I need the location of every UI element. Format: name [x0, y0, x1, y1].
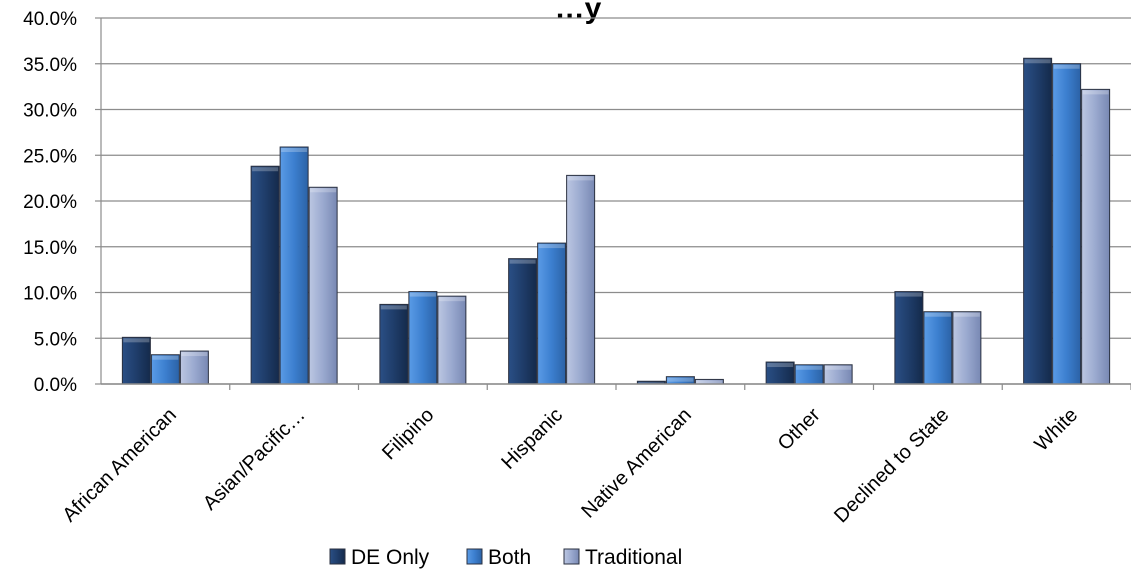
bar — [308, 186, 338, 385]
y-tick-label: 35.0% — [23, 55, 77, 76]
y-tick-label: 0.0% — [34, 375, 77, 396]
bar — [823, 364, 853, 385]
bar-bevel — [895, 292, 922, 297]
bar-bevel — [1053, 64, 1080, 69]
x-tick-label: Hispanic — [497, 404, 567, 474]
bar — [1023, 57, 1053, 385]
bar-body — [952, 311, 982, 385]
legend: DE Only Both Traditional — [329, 546, 682, 569]
bar-body — [508, 258, 538, 385]
bar — [150, 354, 180, 385]
x-tick-label: African American — [58, 404, 180, 526]
y-tick-label: 10.0% — [23, 284, 77, 305]
bar-body — [179, 350, 209, 385]
bar-bevel — [152, 355, 179, 360]
bars — [121, 57, 1111, 385]
bar-bevel — [667, 377, 694, 382]
chart-title: …y — [555, 0, 602, 25]
bar — [408, 291, 438, 385]
bar-bevel — [696, 380, 723, 385]
bar — [566, 174, 596, 385]
bar — [665, 376, 695, 385]
bar-bevel — [538, 244, 565, 249]
bar — [537, 242, 567, 385]
bar — [1081, 88, 1111, 385]
y-tick-label: 25.0% — [23, 146, 77, 167]
bar — [437, 295, 467, 385]
bar — [121, 336, 151, 385]
bar-bevel — [567, 176, 594, 181]
y-tick-label: 20.0% — [23, 192, 77, 213]
bar — [894, 291, 924, 385]
bar-bevel — [181, 352, 208, 357]
bar-bevel — [1024, 59, 1051, 64]
bar-bevel — [252, 167, 279, 172]
bar-bevel — [438, 297, 465, 302]
bar-bevel — [1082, 90, 1109, 95]
bar — [794, 364, 824, 385]
y-tick-label: 5.0% — [34, 329, 77, 350]
bar-body — [279, 146, 309, 385]
bar — [379, 303, 409, 385]
bar — [179, 350, 209, 385]
bar-bevel — [310, 188, 337, 193]
bar — [765, 361, 795, 385]
x-tick-label: Asian/Pacific… — [199, 404, 310, 515]
bar-body — [566, 174, 596, 385]
y-axis: 0.0% 5.0% 10.0% 15.0% 20.0% 25.0% 30.0% 35.0% 40… — [23, 9, 102, 396]
legend-label: DE Only — [351, 546, 430, 569]
bar-body — [250, 165, 280, 385]
bar-body — [1081, 88, 1111, 385]
legend-swatch — [563, 548, 580, 565]
legend-swatch — [466, 548, 483, 565]
legend-item: DE Only — [329, 546, 430, 569]
bar-bevel — [380, 305, 407, 310]
bar-body — [379, 303, 409, 385]
bar — [279, 146, 309, 385]
x-tick-label: Native American — [577, 404, 696, 523]
bar-body — [537, 242, 567, 385]
y-tick-label: 15.0% — [23, 238, 77, 259]
bar-bevel — [281, 148, 308, 153]
legend-label: Both — [488, 546, 531, 569]
legend-item: Both — [466, 546, 531, 569]
bar-bevel — [767, 363, 794, 368]
bar-bevel — [796, 365, 823, 370]
bar-body — [121, 336, 151, 385]
x-axis: African American Asian/Pacific… Filipino Hi… — [58, 383, 1131, 527]
legend-label: Traditional — [585, 546, 682, 569]
bar-bevel — [825, 365, 852, 370]
bar-bevel — [509, 259, 536, 264]
bar — [508, 258, 538, 385]
bar-body — [894, 291, 924, 385]
legend-item: Traditional — [563, 546, 682, 569]
bar-body — [308, 186, 338, 385]
bar-body — [1023, 57, 1053, 385]
y-tick-label: 40.0% — [23, 9, 77, 30]
y-tick-label: 30.0% — [23, 101, 77, 122]
bar-body — [437, 295, 467, 385]
legend-swatch — [329, 548, 346, 565]
x-tick-label: Declined to State — [830, 404, 953, 527]
bar — [1052, 63, 1082, 385]
bar-bevel — [924, 312, 951, 317]
x-tick-label: Other — [774, 404, 825, 455]
bar — [923, 311, 953, 385]
bar — [952, 311, 982, 385]
x-tick-label: White — [1030, 404, 1082, 456]
bar-bevel — [953, 312, 980, 317]
bar-body — [408, 291, 438, 385]
bar — [250, 165, 280, 385]
bar-bevel — [409, 292, 436, 297]
x-tick-label: Filipino — [378, 404, 438, 464]
bar-body — [923, 311, 953, 385]
bar-body — [1052, 63, 1082, 385]
bar-bevel — [123, 338, 150, 343]
